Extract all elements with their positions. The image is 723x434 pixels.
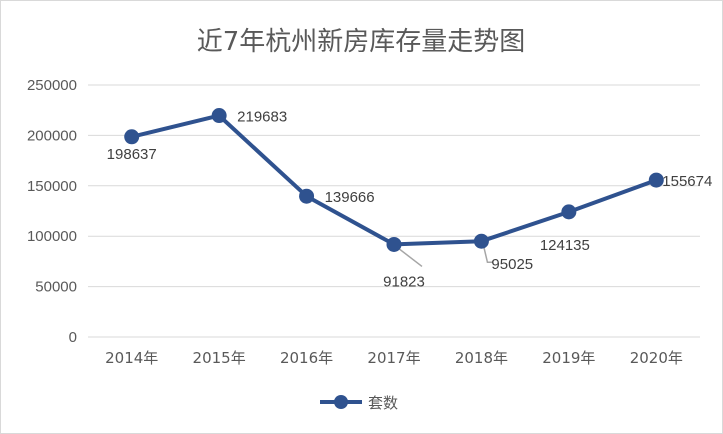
data-label: 155674: [662, 173, 712, 190]
legend: 套数: [320, 394, 398, 412]
y-tick-label: 200000: [27, 127, 77, 144]
data-point: [648, 172, 664, 188]
y-tick-label: 150000: [27, 178, 77, 195]
x-tick-label: 2020年: [630, 349, 683, 367]
data-point: [124, 129, 140, 145]
data-label: 219683: [237, 109, 287, 126]
label-leader-lines: [395, 245, 494, 268]
y-tick-label: 250000: [27, 77, 77, 94]
data-label: 198637: [107, 146, 157, 163]
x-tick-label: 2016年: [280, 349, 333, 367]
data-point: [386, 236, 402, 252]
legend-label: 套数: [368, 394, 398, 412]
x-tick-label: 2015年: [193, 349, 246, 367]
x-tick-label: 2018年: [455, 349, 508, 367]
y-axis-ticks: 0 50000 100000 150000 200000 250000: [27, 77, 77, 346]
series-line-group: [124, 108, 664, 252]
x-tick-label: 2014年: [105, 349, 158, 367]
y-tick-label: 0: [69, 329, 77, 346]
chart-title: 近7年杭州新房库存量走势图: [197, 27, 526, 57]
x-axis-ticks: 2014年 2015年 2016年 2017年 2018年 2019年 2020年: [105, 349, 683, 367]
x-tick-label: 2019年: [542, 349, 595, 367]
label-leader-line: [395, 245, 423, 268]
legend-marker-swatch: [334, 395, 348, 409]
data-labels: 198637 219683 139666 91823 95025 124135 155674: [107, 109, 713, 291]
x-tick-label: 2017年: [367, 349, 420, 367]
data-point: [473, 233, 489, 249]
data-label: 91823: [383, 273, 425, 290]
label-leader-line: [482, 245, 494, 263]
y-tick-label: 50000: [35, 279, 77, 296]
data-label: 95025: [491, 256, 533, 273]
data-label: 124135: [540, 237, 590, 254]
y-tick-label: 100000: [27, 228, 77, 245]
data-label: 139666: [325, 189, 375, 206]
data-point: [299, 188, 315, 204]
data-point: [561, 204, 577, 220]
gridlines: [88, 84, 700, 338]
data-point: [211, 108, 227, 124]
